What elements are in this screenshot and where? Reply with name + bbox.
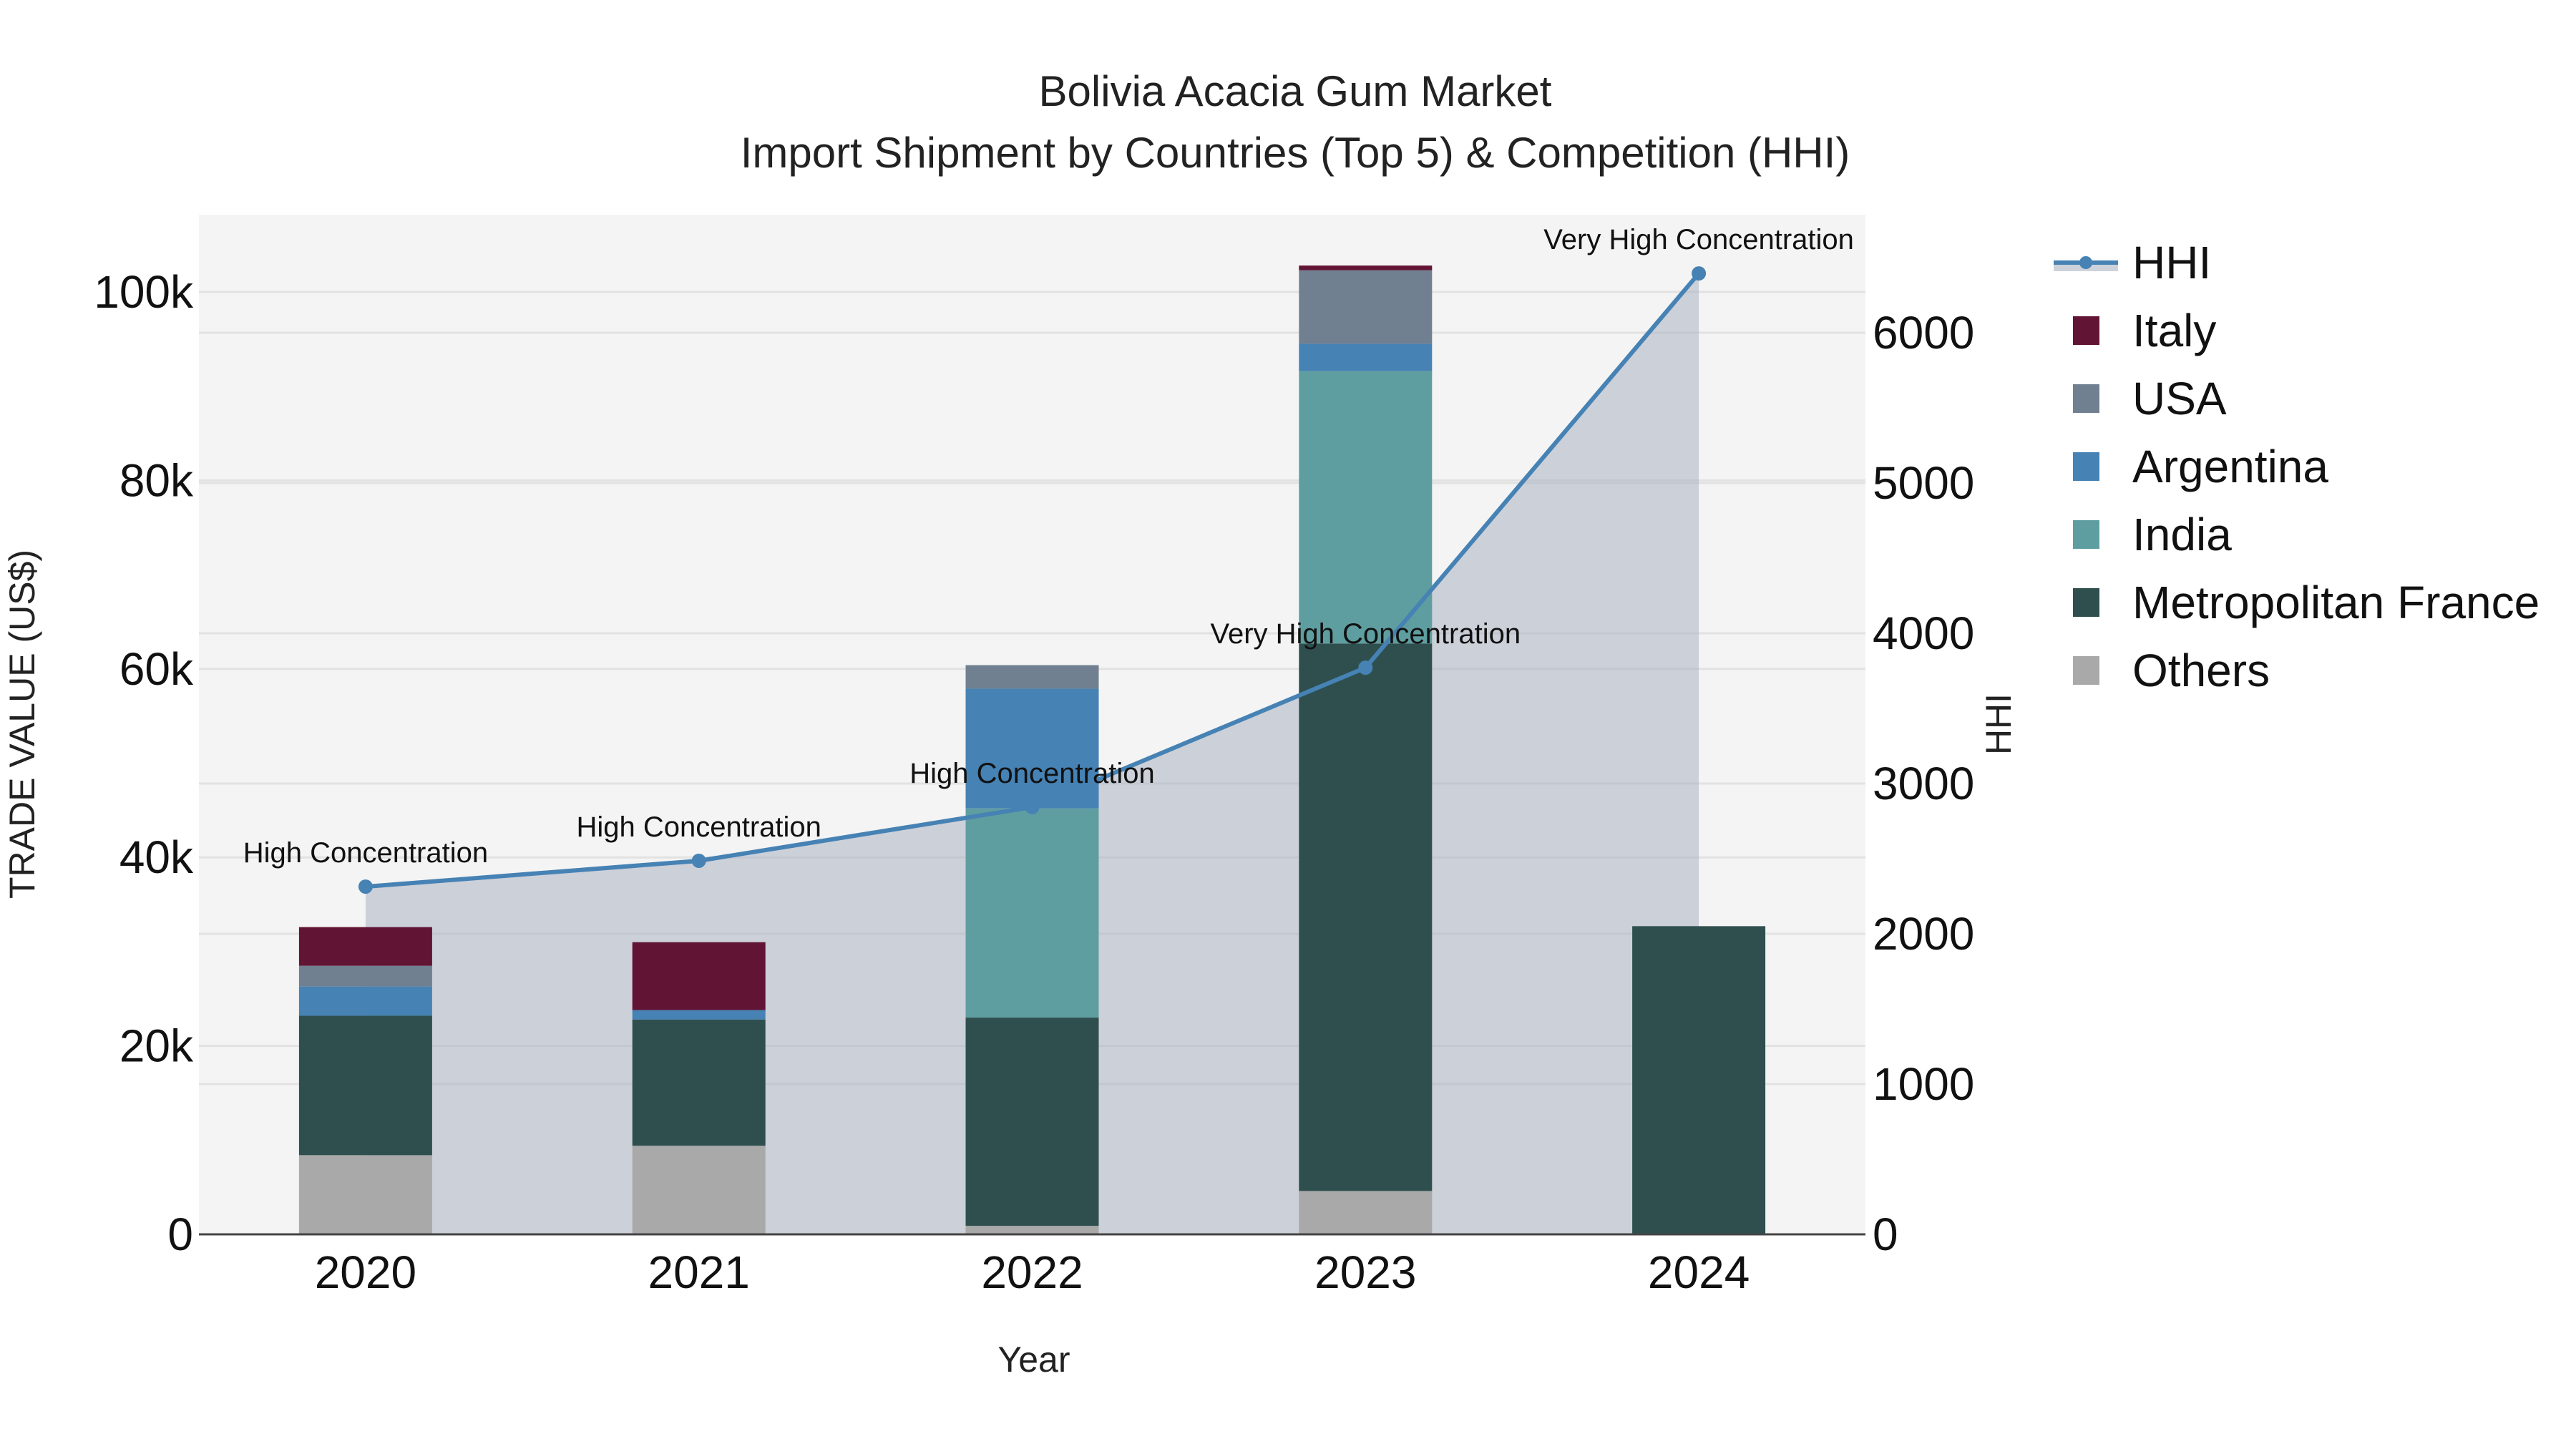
hhi-annotation: High Concentration <box>243 837 488 869</box>
hhi-marker[interactable] <box>1358 660 1373 675</box>
hhi-marker[interactable] <box>1025 799 1040 814</box>
y-axis-ticks: 0 20k 40k 60k 80k 100k <box>94 266 194 1260</box>
hhi-marker[interactable] <box>1692 266 1707 281</box>
bar-segment[interactable] <box>298 927 432 966</box>
bar-segment[interactable] <box>1299 643 1433 1191</box>
bar-segment[interactable] <box>632 1019 766 1146</box>
bar-segment[interactable] <box>1299 371 1433 644</box>
legend-swatch <box>2073 656 2099 685</box>
y2-axis-ticks: 0 1000 2000 3000 4000 5000 6000 <box>1873 307 1974 1260</box>
bar-segment[interactable] <box>298 986 432 1016</box>
y2-axis-title: HHI <box>1979 693 2019 755</box>
bar-segment[interactable] <box>965 1018 1099 1226</box>
x-tick-label: 2020 <box>315 1246 416 1298</box>
legend-label: India <box>2132 509 2232 560</box>
y2-tick-label: 2000 <box>1873 908 1974 960</box>
legend-marker <box>2079 256 2092 269</box>
legend-swatch <box>2073 384 2099 413</box>
x-tick-label: 2023 <box>1314 1246 1416 1298</box>
stacked-bars <box>298 265 1766 1234</box>
hhi-line <box>358 266 1707 894</box>
legend-label: Italy <box>2132 305 2216 356</box>
legend: HHI Italy USA Argentina India Metropolitan Fr… <box>2054 237 2540 696</box>
chart-title: Bolivia Acacia Gum Market <box>1039 67 1552 115</box>
legend-swatch <box>2073 520 2099 549</box>
legend-item-metropolitan-france[interactable]: Metropolitan France <box>2073 577 2540 628</box>
hhi-marker[interactable] <box>358 879 373 894</box>
hhi-annotations: High Concentration High Concentration High… <box>243 224 1854 869</box>
legend-label: HHI <box>2132 237 2211 288</box>
bar-segment[interactable] <box>632 1010 766 1020</box>
legend-swatch <box>2073 452 2099 481</box>
y-tick-label: 40k <box>119 831 194 883</box>
legend-swatch <box>2073 316 2099 345</box>
bar-segment[interactable] <box>1299 270 1433 344</box>
bar-stack-2024 <box>1632 926 1766 1234</box>
bar-segment[interactable] <box>298 1155 432 1234</box>
y-tick-label: 0 <box>167 1209 193 1260</box>
x-axis-title: Year <box>997 1340 1070 1380</box>
legend-label: USA <box>2132 373 2227 424</box>
bar-segment[interactable] <box>1299 1191 1433 1234</box>
legend-label: Others <box>2132 645 2270 696</box>
bar-segment[interactable] <box>632 942 766 1010</box>
legend-label: Metropolitan France <box>2132 577 2540 628</box>
legend-item-others[interactable]: Others <box>2073 645 2270 696</box>
y-tick-label: 80k <box>119 454 194 506</box>
bar-segment[interactable] <box>298 1015 432 1156</box>
bar-stack-2021 <box>632 942 766 1234</box>
hhi-annotation: High Concentration <box>576 811 821 843</box>
y-axis-title: TRADE VALUE (US$) <box>2 550 42 899</box>
legend-label: Argentina <box>2132 441 2328 492</box>
y-tick-label: 60k <box>119 643 194 695</box>
x-axis-ticks: 2020 2021 2022 2023 2024 <box>315 1246 1750 1298</box>
x-tick-label: 2021 <box>648 1246 750 1298</box>
bar-segment[interactable] <box>1299 343 1433 371</box>
bar-segment[interactable] <box>632 1146 766 1234</box>
y-tick-label: 100k <box>94 266 194 318</box>
legend-item-india[interactable]: India <box>2073 509 2232 560</box>
x-tick-label: 2022 <box>981 1246 1083 1298</box>
bar-segment[interactable] <box>965 688 1099 809</box>
bar-stack-2023 <box>1299 265 1433 1234</box>
y2-tick-label: 0 <box>1873 1209 1898 1260</box>
hhi-annotation: High Concentration <box>909 758 1154 789</box>
legend-item-argentina[interactable]: Argentina <box>2073 441 2328 492</box>
x-tick-label: 2024 <box>1648 1246 1750 1298</box>
legend-item-usa[interactable]: USA <box>2073 373 2227 424</box>
bar-segment[interactable] <box>965 808 1099 1018</box>
bar-stack-2020 <box>298 927 432 1234</box>
bar-segment[interactable] <box>965 665 1099 689</box>
bar-stack-2022 <box>965 665 1099 1234</box>
bar-segment[interactable] <box>1299 265 1433 270</box>
legend-item-hhi[interactable]: HHI <box>2054 237 2211 288</box>
y-tick-label: 20k <box>119 1020 194 1072</box>
y2-tick-label: 5000 <box>1873 457 1974 509</box>
bar-segment[interactable] <box>298 965 432 987</box>
legend-item-italy[interactable]: Italy <box>2073 305 2216 356</box>
y2-tick-label: 6000 <box>1873 307 1974 358</box>
bar-segment[interactable] <box>965 1226 1099 1234</box>
hhi-annotation: Very High Concentration <box>1211 618 1521 650</box>
hhi-annotation: Very High Concentration <box>1543 224 1854 255</box>
legend-swatch <box>2073 588 2099 617</box>
bar-segment[interactable] <box>1632 926 1766 1234</box>
chart-subtitle: Import Shipment by Countries (Top 5) & C… <box>741 129 1850 177</box>
y2-tick-label: 3000 <box>1873 758 1974 809</box>
hhi-marker[interactable] <box>691 853 706 868</box>
y2-tick-label: 4000 <box>1873 608 1974 659</box>
y2-tick-label: 1000 <box>1873 1058 1974 1110</box>
